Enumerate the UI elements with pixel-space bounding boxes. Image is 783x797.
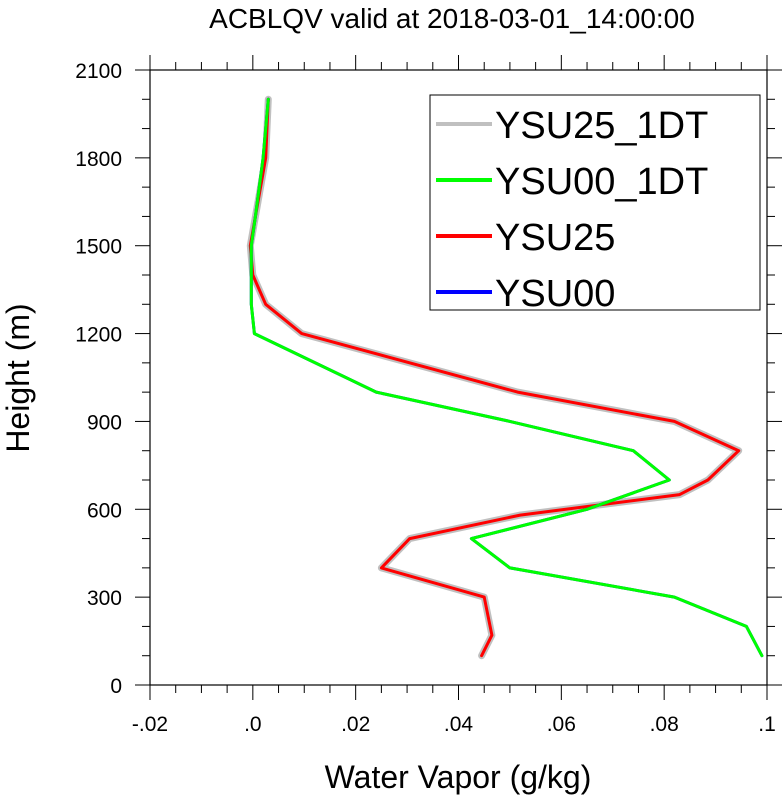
y-tick-label: 0 <box>110 675 122 698</box>
y-tick-label: 1800 <box>75 148 122 171</box>
y-tick-label: 1200 <box>75 324 122 347</box>
x-tick-label: .1 <box>758 713 776 736</box>
y-tick-label: 300 <box>87 587 122 610</box>
x-tick-label: .0 <box>244 713 262 736</box>
x-tick-label: .08 <box>650 713 679 736</box>
legend-label: YSU00 <box>495 273 615 315</box>
y-tick-label: 1500 <box>75 236 122 259</box>
y-tick-label: 2100 <box>75 60 122 83</box>
legend-label: YSU25_1DT <box>495 105 708 147</box>
x-tick-label: .06 <box>547 713 576 736</box>
y-tick-label: 900 <box>87 411 122 434</box>
y-axis-label: Height (m) <box>0 303 36 452</box>
legend: YSU25_1DT YSU00_1DT YSU25 YSU00 <box>429 94 761 315</box>
legend-label: YSU00_1DT <box>495 161 708 203</box>
legend-box <box>429 94 761 311</box>
x-tick-label: -.02 <box>132 713 168 736</box>
y-tick-label: 600 <box>87 499 122 522</box>
series-layer <box>246 95 764 660</box>
x-tick-label: .02 <box>341 713 370 736</box>
axes: -.02 .0 .02 .04 .06 .08 .1 0 300 600 900 1200 1500 18… <box>75 55 782 736</box>
x-axis-label: Water Vapor (g/kg) <box>325 759 592 795</box>
series-line-ysu00-1dt <box>249 97 764 658</box>
x-tick-label: .04 <box>444 713 474 736</box>
legend-label: YSU25 <box>495 217 615 259</box>
chart-title: ACBLQV valid at 2018-03-01_14:00:00 <box>209 3 695 34</box>
